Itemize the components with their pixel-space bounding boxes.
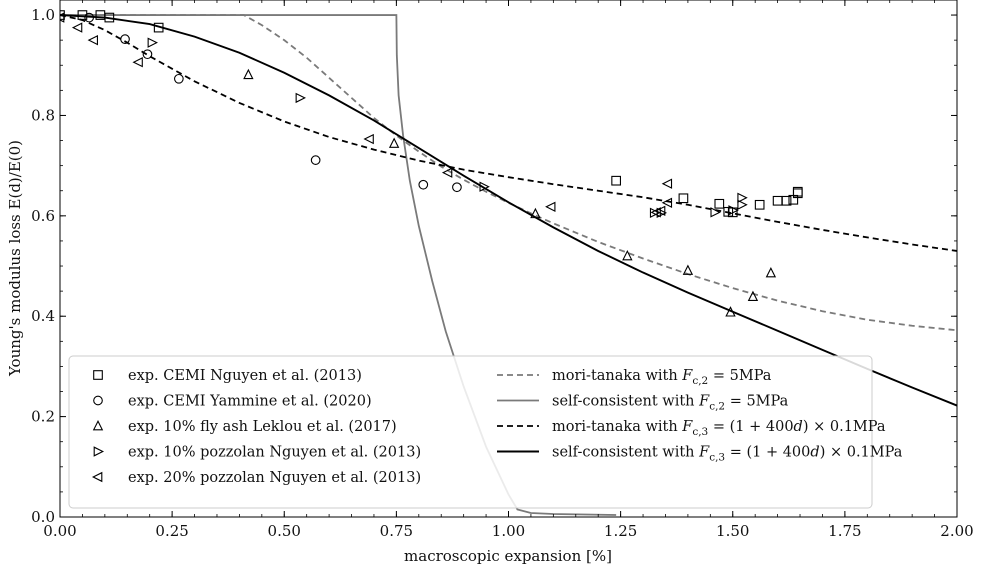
legend-marker-3 [93,446,105,457]
legend-label-8: self-consistent with Fc,3 = (1 + 400d) ×… [552,445,903,464]
series-0-point-1 [77,10,88,20]
series-3-point-5 [710,207,721,218]
series-line-7 [60,14,957,252]
series-1-point-0 [84,12,95,23]
series-1-point-5 [418,179,429,190]
series-4-point-4 [363,133,374,145]
series-4-point-10 [661,178,673,189]
y-axis-label: Young's modulus loss E(d)/E(0) [6,140,24,377]
series-4-point-2 [87,34,98,46]
series-0-point-6 [678,193,689,204]
y-tick-label-0: 0.0 [31,508,55,526]
series-3-point-8 [737,192,748,203]
legend-label-2: exp. 10% fly ash Leklou et al. (2017) [128,419,397,435]
series-0-point-15 [792,186,803,197]
series-0-point-12 [781,195,792,206]
x-tick-label-1: 0.25 [155,522,188,540]
legend: exp. CEMI Nguyen et al. (2013) exp. CEMI … [68,355,903,509]
legend-label-5: mori-tanaka with Fc,2 = 5MPa [552,368,772,387]
series-1-point-3 [174,73,184,84]
series-2-point-1 [388,137,400,148]
series-0-point-4 [153,22,164,33]
series-1-point-4 [310,155,321,165]
legend-label-4: exp. 20% pozzolan Nguyen et al. (2013) [128,470,421,486]
series-3-point-6 [728,205,739,216]
series-4-point-6 [545,201,556,212]
x-tick-label-0: 0.00 [43,522,76,540]
series-2-point-4 [682,264,694,275]
x-tick-label-6: 1.50 [716,522,749,540]
series-1-point-2 [142,49,153,60]
legend-marker-1 [93,395,103,406]
series-1-point-1 [120,34,130,45]
x-tick-label-2: 0.50 [268,522,301,540]
y-tick-label-2: 0.4 [31,307,55,325]
series-3-point-1 [295,92,306,104]
series-4-point-0 [60,12,65,23]
series-4-point-5 [441,167,453,178]
axis-ticks: 0.00 0.25 0.50 0.75 1.00 1.25 1.50 1.75 2.00 0.0 0… [31,0,974,540]
series-1-point-6 [452,182,462,193]
series-0-point-7 [714,198,725,209]
series-2-point-3 [622,249,633,261]
series-0-point-10 [754,199,765,210]
series-4-point-3 [132,57,143,68]
series-4-point-9 [661,197,673,208]
legend-label-6: self-consistent with Fc,2 = 5MPa [552,394,789,413]
series-0-point-11 [772,195,783,206]
y-tick-label-5: 1.0 [31,6,55,24]
series-4-point-8 [654,205,666,217]
series-line-8 [60,14,957,407]
legend-marker-4 [91,471,103,483]
legend-label-7: mori-tanaka with Fc,3 = (1 + 400d) × 0.1… [552,419,886,438]
x-tick-label-7: 1.75 [828,522,861,540]
y-tick-label-4: 0.8 [31,106,55,124]
x-axis-label: macroscopic expansion [%] [404,547,612,565]
legend-label-1: exp. CEMI Yammine et al. (2020) [128,394,372,410]
series-0-point-5 [611,175,621,186]
x-tick-label-3: 0.75 [380,522,413,540]
series-2-point-6 [747,290,759,301]
legend-label-0: exp. CEMI Nguyen et al. (2013) [128,368,362,384]
series-3-point-4 [656,207,668,219]
y-tick-label-1: 0.2 [31,408,55,426]
series-2-point-5 [725,306,736,317]
x-tick-label-5: 1.25 [604,522,637,540]
legend-marker-2 [92,419,104,431]
series-3-point-2 [479,181,490,192]
series-2-point-0 [243,68,254,80]
x-tick-label-8: 2.00 [940,522,973,540]
legend-box [68,355,873,509]
series-line-6 [60,14,617,516]
plot-area [60,10,957,516]
series-line-5 [60,14,957,332]
legend-marker-0 [93,370,103,380]
series-3-point-0 [147,37,158,48]
series-2-point-2 [530,207,541,219]
series-3-point-7 [737,199,748,210]
series-4-point-1 [71,22,83,33]
series-0-point-3 [104,12,115,23]
x-tick-label-4: 1.00 [492,522,525,540]
series-2-point-7 [765,267,777,278]
legend-label-3: exp. 10% pozzolan Nguyen et al. (2013) [128,445,421,461]
y-tick-label-3: 0.6 [31,207,55,225]
